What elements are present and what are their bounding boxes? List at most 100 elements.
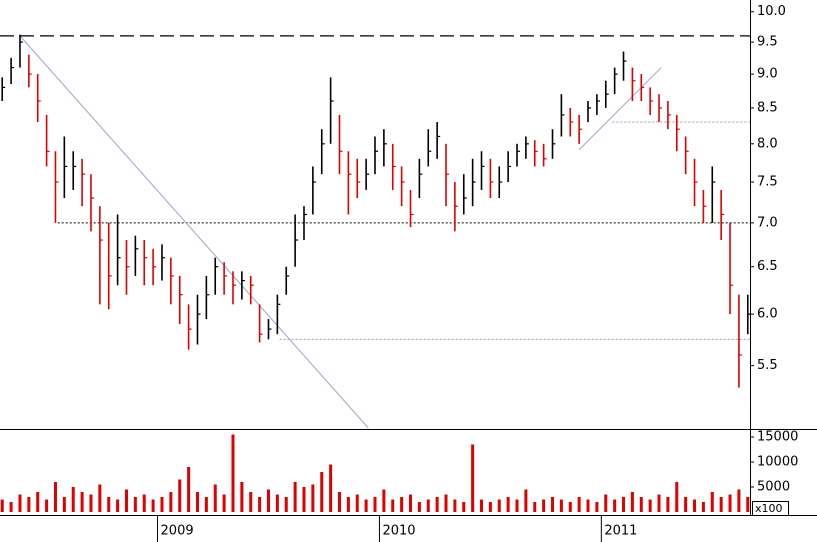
volume-bar: [737, 489, 741, 512]
trend-line: [19, 35, 369, 429]
volume-bar: [684, 497, 688, 512]
volume-bar: [27, 497, 31, 512]
volume-bar: [400, 497, 404, 512]
volume-bar: [36, 492, 40, 512]
volume-bar: [18, 494, 22, 512]
volume-bar: [710, 492, 714, 512]
volume-bar: [0, 499, 4, 512]
volume-bar: [515, 499, 519, 512]
volume-y-tick-label: 10000: [757, 455, 798, 470]
volume-bar: [595, 502, 599, 512]
volume-bar: [622, 497, 626, 512]
volume-bar: [107, 497, 111, 512]
volume-bar: [204, 497, 208, 512]
y-tick-label: 5.5: [757, 358, 778, 373]
volume-bar: [62, 497, 66, 512]
volume-y-tick-label: 5000: [757, 480, 790, 495]
volume-bar: [453, 499, 457, 512]
volume-bar: [604, 494, 608, 512]
volume-bar: [311, 484, 315, 512]
trend-line: [578, 67, 662, 151]
volume-bar: [284, 497, 288, 512]
volume-bar: [471, 444, 475, 512]
volume-bar: [231, 434, 235, 512]
volume-bar: [577, 497, 581, 512]
volume-bar: [320, 472, 324, 512]
volume-bar: [142, 494, 146, 512]
volume-bar: [195, 492, 199, 512]
volume-bar: [586, 499, 590, 512]
volume-bar: [391, 499, 395, 512]
volume-bar: [187, 467, 191, 512]
volume-bar: [266, 489, 270, 512]
y-tick-label: 7.5: [757, 175, 778, 190]
x-tick-label: 2010: [382, 524, 415, 539]
volume-bar: [124, 489, 128, 512]
y-tick-label: 7.0: [757, 215, 778, 230]
volume-bar: [657, 494, 661, 512]
volume-bar: [480, 499, 484, 512]
volume-bar: [53, 482, 57, 512]
volume-bar: [630, 492, 634, 512]
volume-bar: [488, 502, 492, 512]
unit-box: [752, 501, 789, 516]
volume-bar: [346, 497, 350, 512]
volume-bar: [701, 502, 705, 512]
unit-label: x100: [755, 502, 783, 515]
volume-bar: [568, 502, 572, 512]
volume-bar: [719, 497, 723, 512]
y-tick-label: 9.5: [757, 35, 778, 50]
y-tick-label: 6.5: [757, 259, 778, 274]
volume-bar: [666, 497, 670, 512]
volume-bar: [71, 487, 75, 512]
volume-bar: [355, 494, 359, 512]
y-tick-label: 8.0: [757, 136, 778, 151]
y-tick-label: 10.0: [757, 4, 786, 19]
volume-bar: [693, 499, 697, 512]
volume-bar: [293, 482, 297, 512]
volume-bar: [258, 497, 262, 512]
volume-bar: [746, 497, 750, 512]
volume-bar: [728, 494, 732, 512]
volume-bar: [639, 497, 643, 512]
volume-bar: [240, 482, 244, 512]
volume-bar: [337, 492, 341, 512]
y-tick-label: 9.0: [757, 67, 778, 82]
volume-bar: [444, 494, 448, 512]
volume-bar: [559, 499, 563, 512]
volume-bar: [409, 494, 413, 512]
volume-bar: [178, 479, 182, 512]
y-tick-label: 8.5: [757, 100, 778, 115]
volume-bar: [169, 492, 173, 512]
volume-bar: [613, 499, 617, 512]
volume-bar: [435, 497, 439, 512]
volume-bar: [648, 499, 652, 512]
volume-bar: [213, 484, 217, 512]
volume-bar: [151, 499, 155, 512]
volume-bar: [116, 499, 120, 512]
volume-bar: [373, 497, 377, 512]
volume-bar: [551, 497, 555, 512]
volume-bar: [89, 494, 93, 512]
volume-y-tick-label: 15000: [757, 430, 798, 445]
volume-bar: [364, 499, 368, 512]
volume-bar: [45, 499, 49, 512]
volume-bar: [80, 492, 84, 512]
volume-bar: [533, 502, 537, 512]
volume-bar: [302, 487, 306, 512]
volume-bar: [222, 494, 226, 512]
volume-bar: [249, 492, 253, 512]
volume-bar: [542, 499, 546, 512]
volume-bar: [382, 489, 386, 512]
volume-bar: [9, 502, 13, 512]
volume-bar: [275, 494, 279, 512]
volume-bar: [417, 502, 421, 512]
volume-bar: [160, 497, 164, 512]
volume-bar: [675, 482, 679, 512]
volume-bar: [329, 464, 333, 512]
x-tick-label: 2009: [161, 524, 194, 539]
volume-bar: [497, 499, 501, 512]
